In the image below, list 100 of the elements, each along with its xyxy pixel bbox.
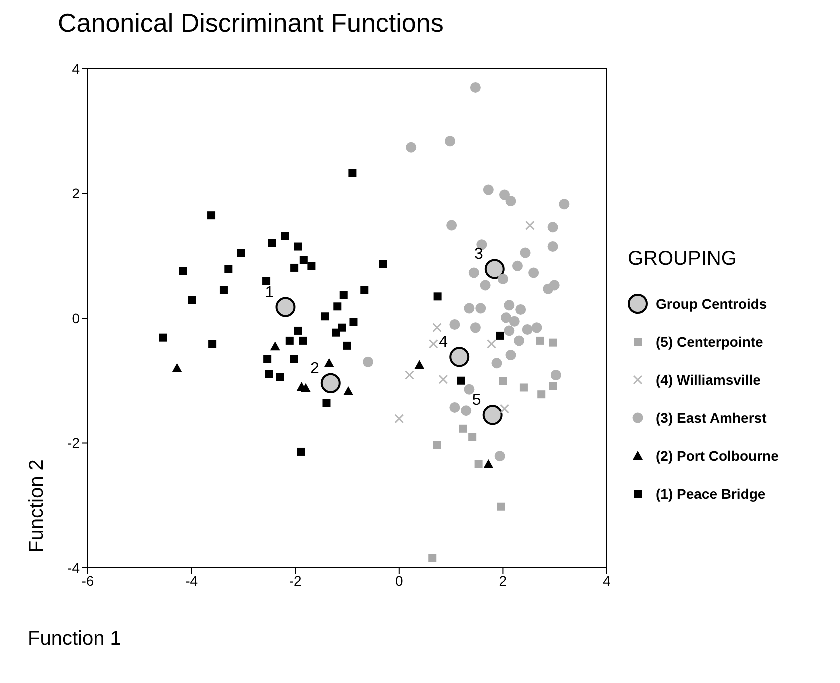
point <box>220 286 228 294</box>
point <box>308 262 316 270</box>
point <box>520 384 528 392</box>
point <box>428 554 437 562</box>
point <box>501 312 512 324</box>
point <box>208 212 216 220</box>
point <box>548 242 558 252</box>
point <box>294 242 302 251</box>
point <box>536 336 544 345</box>
point <box>299 336 308 345</box>
point <box>428 339 438 349</box>
point <box>379 260 388 268</box>
point <box>297 448 306 456</box>
point <box>434 292 442 301</box>
point <box>509 316 520 327</box>
point <box>476 303 486 314</box>
y-tick-label: -2 <box>68 435 80 452</box>
point <box>464 384 475 395</box>
point <box>549 280 560 291</box>
point <box>450 319 460 330</box>
point <box>498 274 508 284</box>
point <box>290 264 299 272</box>
point <box>340 291 348 300</box>
point <box>338 324 346 332</box>
point <box>159 334 168 342</box>
point <box>334 302 342 311</box>
point <box>344 386 354 396</box>
point <box>322 399 331 408</box>
point <box>538 390 546 399</box>
point <box>461 406 472 416</box>
point <box>433 441 442 450</box>
legend-label: (1) Peace Bridge <box>656 486 766 502</box>
annotation: 4 <box>439 334 448 352</box>
point <box>506 196 516 206</box>
x-axis-title: Function 1 <box>27 628 122 651</box>
point <box>438 374 448 384</box>
legend-label: (2) Port Colbourne <box>656 448 779 464</box>
legend-label: (4) Williamsville <box>656 372 761 388</box>
point <box>208 340 217 348</box>
point <box>548 222 558 233</box>
point <box>482 405 503 426</box>
point <box>276 373 284 382</box>
y-tick-label: 4 <box>72 60 80 77</box>
point <box>499 378 508 386</box>
point <box>468 433 477 442</box>
y-axis-title: Function 2 <box>26 460 48 553</box>
point <box>457 376 466 385</box>
point <box>500 404 510 414</box>
point <box>484 259 505 280</box>
point <box>188 296 196 304</box>
point <box>496 332 504 340</box>
point <box>332 328 340 337</box>
point <box>516 304 526 316</box>
annotation: 2 <box>310 360 320 378</box>
point <box>265 370 274 378</box>
point <box>324 358 334 368</box>
annotation: 5 <box>472 392 482 410</box>
point <box>532 322 542 334</box>
x-tick-label: 2 <box>499 572 508 589</box>
x-tick-label: -2 <box>289 572 302 589</box>
point <box>550 370 562 381</box>
point <box>281 232 290 240</box>
x-tick-label: -6 <box>82 572 94 589</box>
point <box>470 322 481 334</box>
legend-label: (3) East Amherst <box>656 410 767 426</box>
point <box>406 142 417 153</box>
point <box>270 342 280 351</box>
point <box>504 326 515 336</box>
point <box>432 323 442 333</box>
point <box>459 424 468 433</box>
point <box>494 451 506 462</box>
x-tick-label: -4 <box>186 572 198 589</box>
point <box>522 324 533 335</box>
point <box>264 355 272 364</box>
point <box>321 312 330 321</box>
point <box>262 277 271 286</box>
point <box>520 248 531 258</box>
point <box>497 502 506 511</box>
point <box>549 338 558 347</box>
point <box>464 303 475 314</box>
point <box>446 220 458 231</box>
annotation: 1 <box>265 284 274 302</box>
chart-title: Canonical Discriminant Functions <box>57 8 445 40</box>
point <box>528 268 540 278</box>
point <box>350 318 358 326</box>
y-tick-label: 2 <box>72 186 80 202</box>
point <box>480 280 491 291</box>
point <box>414 360 425 370</box>
point <box>468 268 480 278</box>
point <box>470 82 481 93</box>
point <box>405 370 415 380</box>
point <box>348 169 357 178</box>
point <box>514 336 525 346</box>
point <box>224 265 233 274</box>
point <box>300 256 308 264</box>
point <box>360 286 369 294</box>
point <box>500 190 510 200</box>
point <box>363 356 374 368</box>
point <box>559 199 570 210</box>
point <box>450 402 460 413</box>
